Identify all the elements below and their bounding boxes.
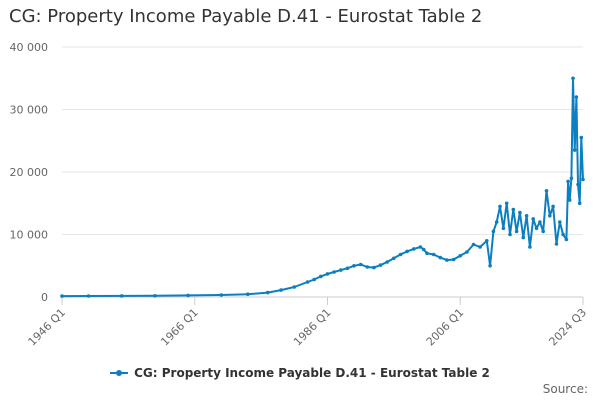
- data-point[interactable]: [186, 293, 190, 298]
- data-point[interactable]: [431, 252, 436, 257]
- data-point[interactable]: [458, 254, 463, 258]
- data-point[interactable]: [339, 268, 343, 272]
- data-point[interactable]: [365, 265, 370, 269]
- data-point[interactable]: [392, 256, 396, 261]
- legend[interactable]: CG: Property Income Payable D.41 - Euros…: [0, 366, 600, 381]
- data-point[interactable]: [521, 235, 526, 240]
- data-point[interactable]: [119, 294, 124, 298]
- data-point[interactable]: [576, 182, 580, 187]
- data-point[interactable]: [372, 265, 376, 270]
- data-point[interactable]: [471, 242, 476, 247]
- data-point[interactable]: [425, 251, 429, 256]
- y-tick-label: 40 000: [10, 41, 49, 54]
- data-point[interactable]: [60, 294, 64, 298]
- data-point[interactable]: [412, 247, 416, 251]
- data-point[interactable]: [485, 239, 489, 243]
- data-point[interactable]: [451, 257, 456, 262]
- series-layer: [60, 76, 585, 298]
- data-point[interactable]: [581, 177, 585, 182]
- data-point[interactable]: [561, 232, 565, 237]
- data-point[interactable]: [531, 217, 535, 221]
- x-tick-label: 2006 Q1: [424, 306, 467, 349]
- data-point[interactable]: [551, 204, 555, 209]
- y-axis-ticks: 0 10 000 20 000 30 000 40 000: [10, 41, 49, 304]
- x-tick-label: 1946 Q1: [26, 306, 69, 349]
- y-tick-label: 20 000: [10, 166, 49, 179]
- gridlines: [62, 46, 583, 298]
- chart-title: CG: Property Income Payable D.41 - Euros…: [9, 6, 483, 27]
- legend-series-marker: [110, 368, 129, 378]
- data-point[interactable]: [488, 264, 492, 268]
- data-point[interactable]: [219, 293, 224, 297]
- data-point[interactable]: [571, 76, 575, 81]
- data-point[interactable]: [518, 210, 522, 215]
- data-point[interactable]: [554, 242, 559, 246]
- data-point[interactable]: [544, 189, 549, 193]
- data-point[interactable]: [508, 232, 512, 237]
- data-point[interactable]: [534, 226, 539, 231]
- data-point[interactable]: [398, 252, 403, 257]
- x-tick-label: 1966 Q1: [158, 306, 201, 349]
- data-point[interactable]: [385, 260, 390, 264]
- data-point[interactable]: [541, 229, 545, 234]
- data-point[interactable]: [345, 266, 350, 271]
- data-point[interactable]: [86, 294, 91, 298]
- data-point[interactable]: [421, 247, 426, 252]
- data-point[interactable]: [577, 201, 582, 206]
- data-point[interactable]: [405, 249, 409, 254]
- data-point[interactable]: [566, 179, 570, 184]
- data-point[interactable]: [305, 280, 310, 284]
- data-point[interactable]: [246, 292, 250, 297]
- data-point[interactable]: [445, 258, 449, 262]
- x-axis: 1946 Q1 1966 Q1 1986 Q1 2006 Q1 2024 Q3: [26, 297, 590, 349]
- series-line: [61, 77, 584, 298]
- data-point[interactable]: [498, 204, 502, 209]
- x-tick-label: 2024 Q3: [547, 306, 590, 349]
- data-point[interactable]: [325, 272, 330, 276]
- data-point[interactable]: [528, 245, 532, 249]
- data-point[interactable]: [524, 214, 529, 218]
- data-point[interactable]: [548, 214, 552, 218]
- data-point[interactable]: [564, 237, 569, 242]
- data-point[interactable]: [567, 198, 572, 202]
- data-point[interactable]: [494, 220, 499, 224]
- data-point[interactable]: [572, 148, 577, 152]
- data-point[interactable]: [265, 290, 270, 295]
- data-point[interactable]: [538, 220, 542, 224]
- data-point[interactable]: [153, 294, 157, 298]
- data-point[interactable]: [504, 201, 509, 206]
- data-point[interactable]: [501, 226, 506, 231]
- data-point[interactable]: [378, 263, 383, 267]
- data-point[interactable]: [511, 207, 516, 212]
- data-point[interactable]: [279, 288, 283, 292]
- data-point[interactable]: [438, 255, 443, 260]
- data-point[interactable]: [358, 262, 363, 267]
- data-point[interactable]: [558, 220, 562, 224]
- data-point[interactable]: [574, 95, 579, 99]
- data-point[interactable]: [491, 229, 496, 234]
- x-tick-label: 1986 Q1: [291, 306, 334, 349]
- data-point[interactable]: [569, 176, 574, 181]
- data-point[interactable]: [418, 245, 423, 249]
- y-tick-label: 10 000: [10, 229, 49, 242]
- legend-series-label: CG: Property Income Payable D.41 - Euros…: [134, 366, 490, 380]
- data-point[interactable]: [312, 277, 317, 282]
- data-point[interactable]: [332, 270, 336, 274]
- data-point[interactable]: [465, 250, 469, 254]
- data-point[interactable]: [352, 264, 356, 268]
- data-point[interactable]: [478, 245, 482, 249]
- y-tick-label: 30 000: [10, 104, 49, 117]
- data-point[interactable]: [514, 229, 519, 234]
- data-point[interactable]: [579, 135, 584, 140]
- source-label: Source:: [542, 382, 588, 396]
- data-point[interactable]: [292, 285, 297, 289]
- data-point[interactable]: [319, 274, 323, 279]
- y-tick-label: 0: [41, 291, 48, 304]
